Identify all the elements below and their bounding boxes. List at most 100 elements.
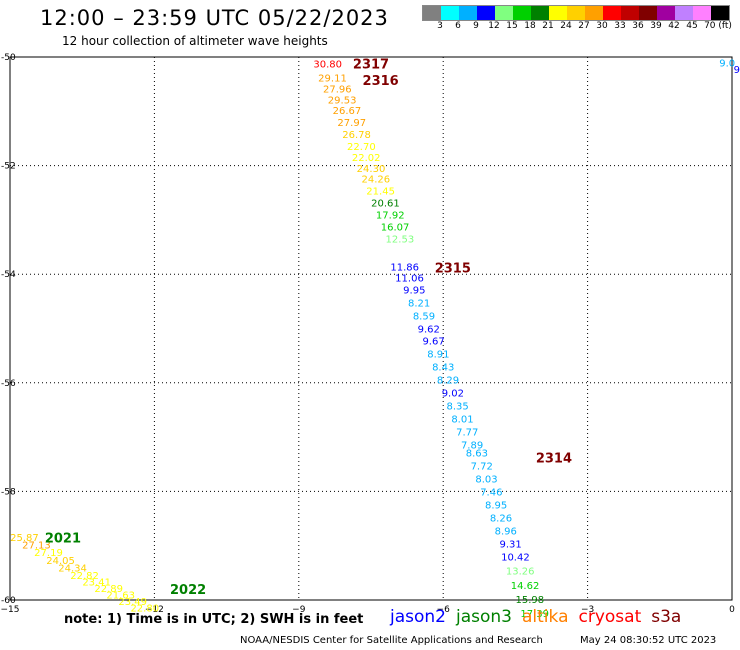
- scale-swatch: [477, 6, 495, 20]
- scale-swatch: [675, 6, 693, 20]
- wave-height-label: 7.46: [480, 487, 502, 498]
- chart-title: 12:00 – 23:59 UTC 05/22/2023: [40, 6, 389, 30]
- footer-credit: NOAA/NESDIS Center for Satellite Applica…: [240, 635, 543, 646]
- track-label: 2317: [353, 58, 389, 73]
- wave-height-label: 24.05: [46, 556, 75, 567]
- wave-height-label: 22.80: [130, 604, 159, 615]
- plot-frame: [9, 56, 733, 601]
- track-label: 2022: [170, 583, 206, 598]
- wave-height-label: 15.98: [516, 595, 545, 606]
- scale-label: 24: [560, 21, 572, 31]
- wave-height-label: 8.35: [447, 402, 469, 413]
- scale-label: 36: [632, 21, 644, 31]
- wave-height-label: 29.11: [318, 74, 347, 85]
- wave-height-label: 9: [734, 65, 740, 76]
- wave-height-label: 12.53: [386, 234, 415, 245]
- wave-height-label: 8.01: [451, 415, 473, 426]
- wave-height-label: 29.53: [328, 95, 357, 106]
- wave-height-label: 7.89: [461, 441, 483, 452]
- wave-height-label: 8.43: [432, 363, 454, 374]
- legend-altika: altika: [522, 607, 569, 627]
- wave-height-label: 27.19: [34, 548, 63, 559]
- wave-height-label: 7.72: [471, 461, 493, 472]
- y-tick-label: -54: [1, 270, 16, 280]
- scale-label: 6: [455, 21, 461, 31]
- scale-swatch: [531, 6, 549, 20]
- scale-label: 42: [668, 21, 680, 31]
- y-tick-label: -60: [1, 596, 16, 606]
- wave-height-label: 8.96: [495, 526, 517, 537]
- wave-height-label: 8.63: [466, 448, 488, 459]
- wave-height-label: 7.77: [456, 428, 478, 439]
- scale-label: 18: [524, 21, 536, 31]
- wave-height-label: 22.82: [70, 571, 99, 582]
- scale-label: 3: [437, 21, 443, 31]
- satellite-legend: jason2 jason3 altika cryosat s3a: [390, 607, 691, 627]
- wave-height-label: 25.87: [10, 533, 39, 544]
- wave-height-label: 9.0: [719, 58, 735, 69]
- wave-height-label: 20.61: [371, 199, 400, 210]
- wave-height-label: 13.26: [506, 567, 535, 578]
- wave-height-label: 24.26: [361, 175, 390, 186]
- wave-height-label: 27.96: [323, 84, 352, 95]
- wave-height-label: 9.31: [499, 540, 521, 551]
- wave-height-label: 17.39: [520, 609, 549, 620]
- note-text: note: 1) Time is in UTC; 2) SWH is in fe…: [64, 612, 364, 627]
- scale-swatch: [567, 6, 585, 20]
- wave-height-label: 22.70: [347, 142, 376, 153]
- x-tick-label: −3: [581, 605, 594, 615]
- wave-height-label: 30.80: [313, 60, 342, 71]
- chart-subtitle: 12 hour collection of altimeter wave hei…: [62, 34, 328, 48]
- scale-swatch: [639, 6, 657, 20]
- scale-swatch: [441, 6, 459, 20]
- wave-height-label: 8.91: [427, 349, 449, 360]
- wave-height-label: 17.92: [376, 210, 405, 221]
- wave-height-label: 21.45: [366, 187, 395, 198]
- x-tick-label: −9: [292, 605, 306, 615]
- x-tick-label: −6: [437, 605, 451, 615]
- scale-swatch: [657, 6, 675, 20]
- scale-swatch: [693, 6, 711, 20]
- track-label: 2315: [435, 262, 471, 277]
- wave-height-label: 9.95: [403, 285, 425, 296]
- wave-height-label: 16.07: [381, 222, 410, 233]
- wave-height-label: 8.26: [490, 513, 512, 524]
- scale-label: 70 (ft): [704, 21, 732, 31]
- wave-height-label: 9.67: [422, 336, 444, 347]
- scale-label: 33: [614, 21, 626, 31]
- wave-height-label: 8.21: [408, 298, 430, 309]
- scale-label: 15: [506, 21, 518, 31]
- scale-label: 27: [578, 21, 590, 31]
- scale-label: 12: [488, 21, 500, 31]
- scale-swatch: [495, 6, 513, 20]
- wave-height-label: 21.63: [106, 591, 135, 602]
- scale-label: 9: [473, 21, 479, 31]
- wave-height-label: 24.34: [58, 563, 87, 574]
- wave-height-label: 11.06: [395, 273, 424, 284]
- track-label: 2021: [45, 532, 81, 547]
- wave-height-label: 23.49: [118, 597, 147, 608]
- track-label: 2316: [363, 74, 399, 89]
- scale-swatch: [459, 6, 477, 20]
- legend-s3a: s3a: [651, 607, 682, 627]
- x-tick-label: −12: [145, 605, 164, 615]
- wave-height-label: 8.03: [475, 474, 497, 485]
- scale-label: 39: [650, 21, 662, 31]
- wave-height-label: 23.41: [82, 578, 111, 589]
- wave-height-label: 8.59: [413, 311, 435, 322]
- wave-height-label: 26.78: [342, 130, 371, 141]
- scale-swatch: [423, 6, 441, 20]
- color-scale-labels: 3 6 9 12 15 18 21 24 27 30 33 36 39 42 45 70 (ft): [422, 21, 732, 33]
- wave-height-label: 9.02: [442, 389, 464, 400]
- legend-cryosat: cryosat: [578, 607, 642, 627]
- footer-timestamp: May 24 08:30:52 UTC 2023: [580, 635, 717, 646]
- legend-jason3: jason3: [456, 607, 512, 627]
- wave-height-label: 8.29: [437, 376, 459, 387]
- wave-height-label: 10.42: [501, 553, 530, 564]
- scale-swatch: [603, 6, 621, 20]
- legend-jason2: jason2: [390, 607, 446, 627]
- scale-swatch: [711, 6, 729, 20]
- wave-height-label: 22.02: [352, 153, 381, 164]
- track-label: 2314: [536, 452, 572, 467]
